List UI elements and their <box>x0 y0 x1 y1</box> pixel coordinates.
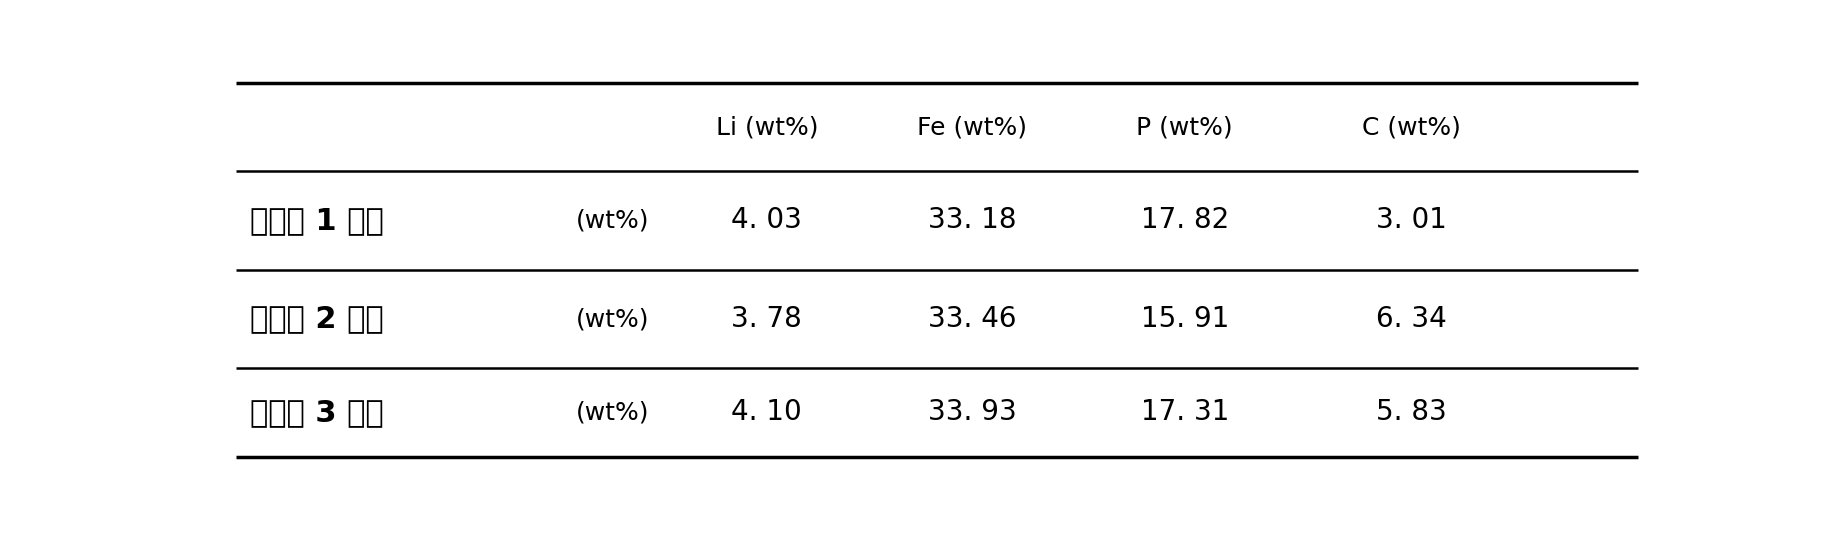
Text: (wt%): (wt%) <box>576 307 649 331</box>
Text: 6. 34: 6. 34 <box>1376 305 1446 333</box>
Text: 15. 91: 15. 91 <box>1141 305 1228 333</box>
Text: 33. 18: 33. 18 <box>929 206 1016 234</box>
Text: 实施例 3 含量: 实施例 3 含量 <box>250 398 384 427</box>
Text: 17. 82: 17. 82 <box>1141 206 1228 234</box>
Text: Fe (wt%): Fe (wt%) <box>918 116 1027 140</box>
Text: 实施例 2 含量: 实施例 2 含量 <box>250 304 384 334</box>
Text: P (wt%): P (wt%) <box>1137 116 1234 140</box>
Text: 17. 31: 17. 31 <box>1141 398 1228 426</box>
Text: (wt%): (wt%) <box>576 208 649 232</box>
Text: 33. 93: 33. 93 <box>929 398 1016 426</box>
Text: 4. 10: 4. 10 <box>731 398 802 426</box>
Text: C (wt%): C (wt%) <box>1362 116 1461 140</box>
Text: 5. 83: 5. 83 <box>1376 398 1446 426</box>
Text: 33. 46: 33. 46 <box>929 305 1016 333</box>
Text: (wt%): (wt%) <box>576 400 649 425</box>
Text: 3. 78: 3. 78 <box>731 305 802 333</box>
Text: Li (wt%): Li (wt%) <box>715 116 819 140</box>
Text: 3. 01: 3. 01 <box>1376 206 1448 234</box>
Text: 实施例 1 含量: 实施例 1 含量 <box>250 206 384 235</box>
Text: 4. 03: 4. 03 <box>731 206 802 234</box>
